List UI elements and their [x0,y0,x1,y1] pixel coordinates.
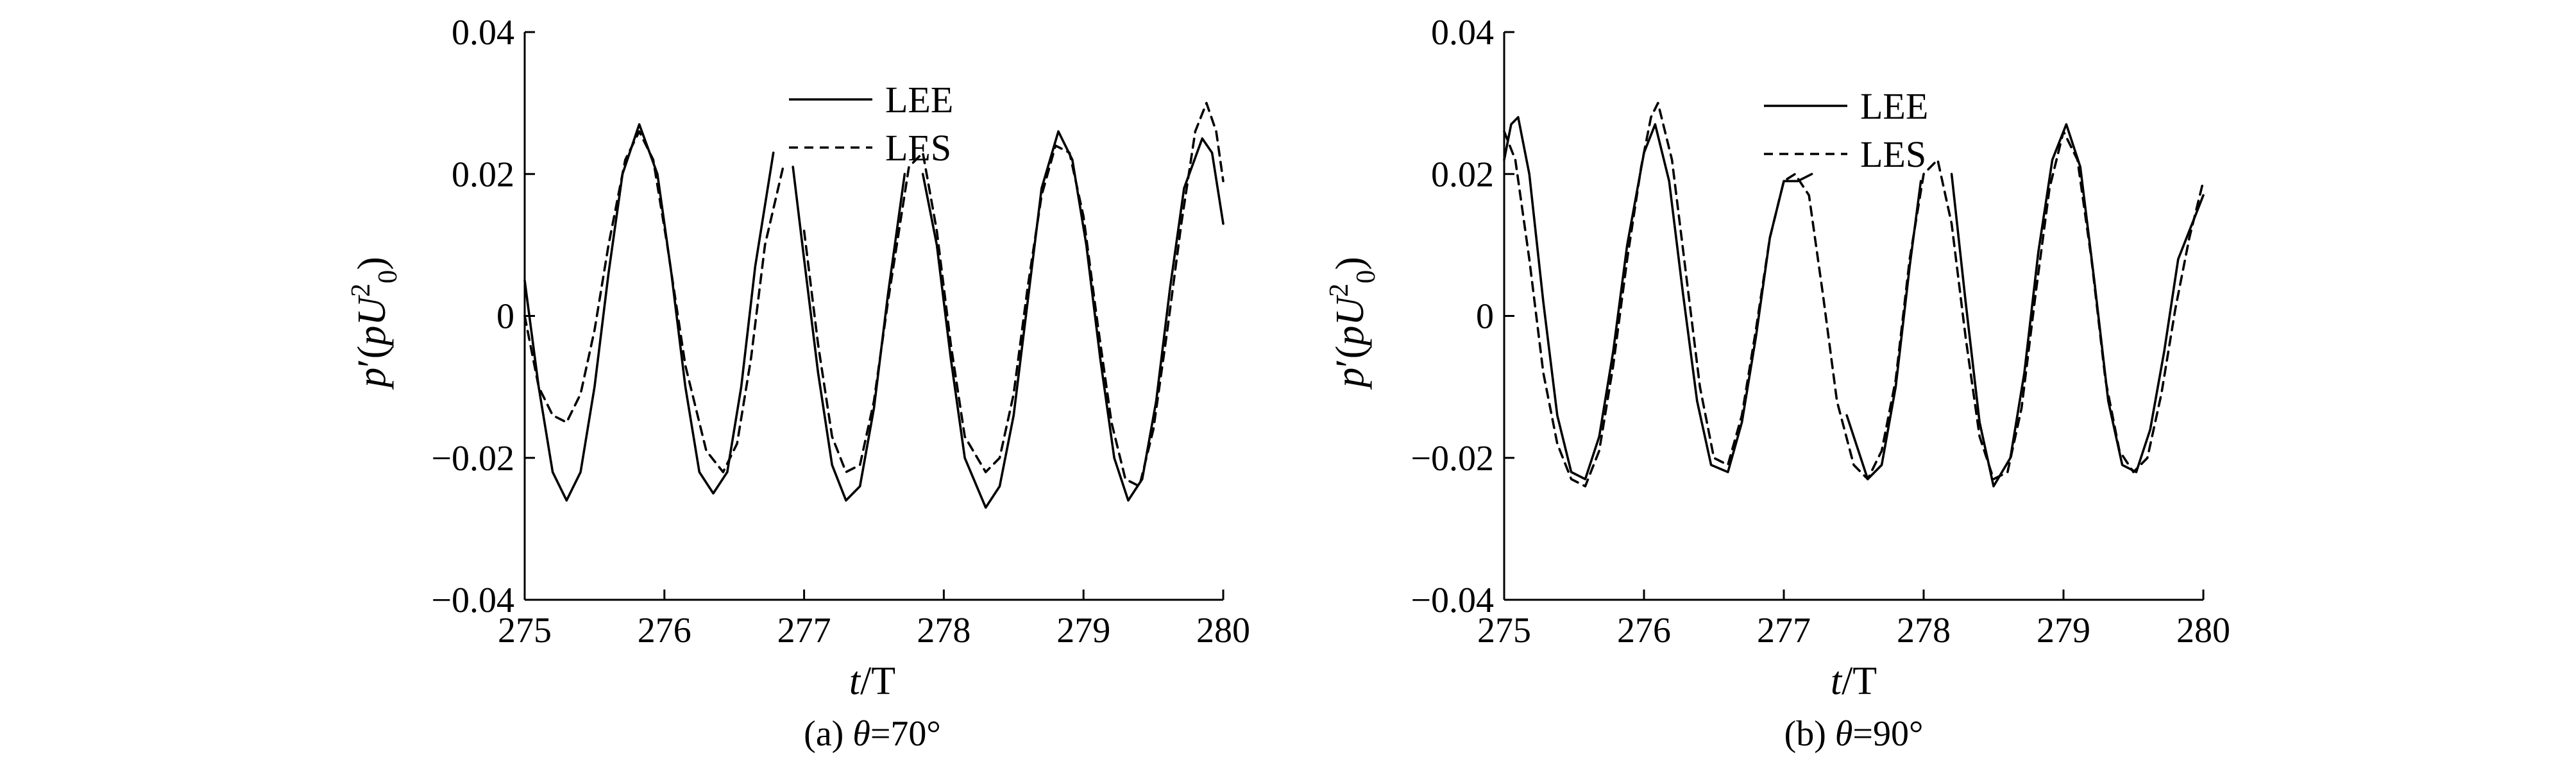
x-axis-label: t/T [1831,659,1877,703]
series-les-line [802,101,1224,488]
legend-label-les: LES [885,127,951,169]
series-les-line [523,130,784,473]
chart-panel-a: p′(pU20) t/T (a) θ=70° −0.04 −0.02 0 0.02 0.… [346,13,1250,754]
x-tick-label: 279 [2037,611,2090,650]
y-tick-label: 0 [1476,297,1494,337]
y-axis-label: p′(pU20) [1325,257,1381,390]
series-lee-line [1950,123,2205,488]
series-les-line [1503,101,2205,488]
y-tick-label: −0.02 [431,439,514,479]
y-tick-label: 0.04 [452,13,514,53]
x-tick-label: 278 [1897,611,1951,650]
legend-label-les: LES [1860,133,1926,175]
x-tick-label: 278 [917,611,970,650]
y-tick-label: −0.02 [1411,439,1494,479]
y-axis-label: p′(pU20) [346,257,403,390]
y-tick-label: 0.04 [1431,13,1494,53]
series-lee-line [792,166,906,502]
panel-caption: (a) θ=70° [804,714,941,754]
panel-caption: (b) θ=90° [1784,714,1924,754]
x-axis-label: t/T [849,659,895,703]
x-tick-label: 280 [1196,611,1250,650]
y-tick-label: −0.04 [431,581,514,620]
series-lee-line [1503,115,1813,480]
x-tick-label: 276 [638,611,691,650]
x-tick-label: 280 [2176,611,2230,650]
x-tick-label: 276 [1617,611,1671,650]
legend-label-lee: LEE [885,79,953,121]
chart-panel-b: p′(pU20) t/T (b) θ=90° −0.04 −0.02 0 0.02 0.… [1325,13,2230,754]
x-tick-label: 277 [1757,611,1811,650]
legend-label-lee: LEE [1860,85,1928,127]
x-tick-label: 279 [1056,611,1110,650]
y-tick-label: 0.02 [452,155,514,194]
series-lee-line [921,130,1224,509]
y-tick-label: −0.04 [1411,581,1494,620]
x-tick-label: 275 [1477,611,1531,650]
y-tick-label: 0.02 [1431,155,1494,194]
x-tick-label: 275 [498,611,552,650]
y-tick-label: 0 [496,297,514,337]
x-tick-label: 277 [777,611,831,650]
